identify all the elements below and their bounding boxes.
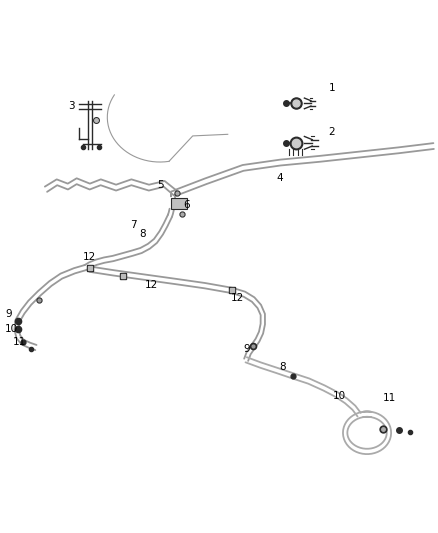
- Text: 1: 1: [328, 83, 335, 93]
- Text: 8: 8: [139, 229, 146, 239]
- Text: 12: 12: [231, 293, 244, 303]
- Bar: [171, 198, 187, 209]
- Text: 9: 9: [5, 309, 12, 319]
- Text: 9: 9: [243, 344, 250, 354]
- Text: 3: 3: [68, 101, 74, 111]
- Text: 11: 11: [13, 337, 26, 348]
- Text: 12: 12: [83, 252, 96, 262]
- Text: 10: 10: [333, 391, 346, 401]
- Text: 10: 10: [5, 324, 18, 334]
- Text: 7: 7: [131, 220, 137, 230]
- Text: 5: 5: [157, 180, 163, 190]
- Text: 6: 6: [183, 200, 190, 210]
- Text: 8: 8: [279, 362, 286, 373]
- Text: 4: 4: [276, 173, 283, 183]
- Text: 12: 12: [145, 280, 158, 290]
- Text: 11: 11: [383, 393, 396, 403]
- Text: 2: 2: [328, 127, 335, 137]
